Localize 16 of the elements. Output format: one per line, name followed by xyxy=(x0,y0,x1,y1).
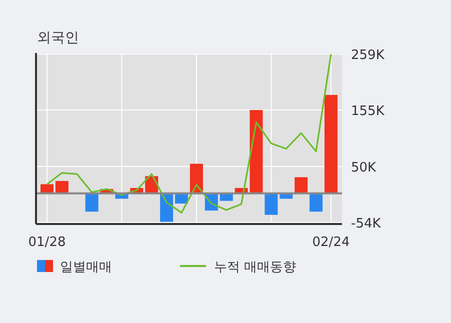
bar xyxy=(55,180,68,194)
bar xyxy=(294,177,308,194)
bar xyxy=(85,193,98,212)
bar xyxy=(324,94,338,194)
bar xyxy=(264,193,278,215)
x-tick-label: 01/28 xyxy=(28,235,66,250)
y-tick-label: 155K xyxy=(351,104,385,119)
legend-label: 누적 매매동향 xyxy=(214,260,296,275)
y-tick-label: 259K xyxy=(351,48,385,64)
bar xyxy=(310,193,323,212)
x-tick-label: 02/24 xyxy=(312,235,350,250)
y-tick-label: -54K xyxy=(351,216,382,232)
legend-label: 일별매매 xyxy=(60,260,112,275)
bar xyxy=(250,110,263,194)
y-tick-label: 50K xyxy=(351,160,377,176)
chart-title: 외국인 xyxy=(37,30,79,46)
